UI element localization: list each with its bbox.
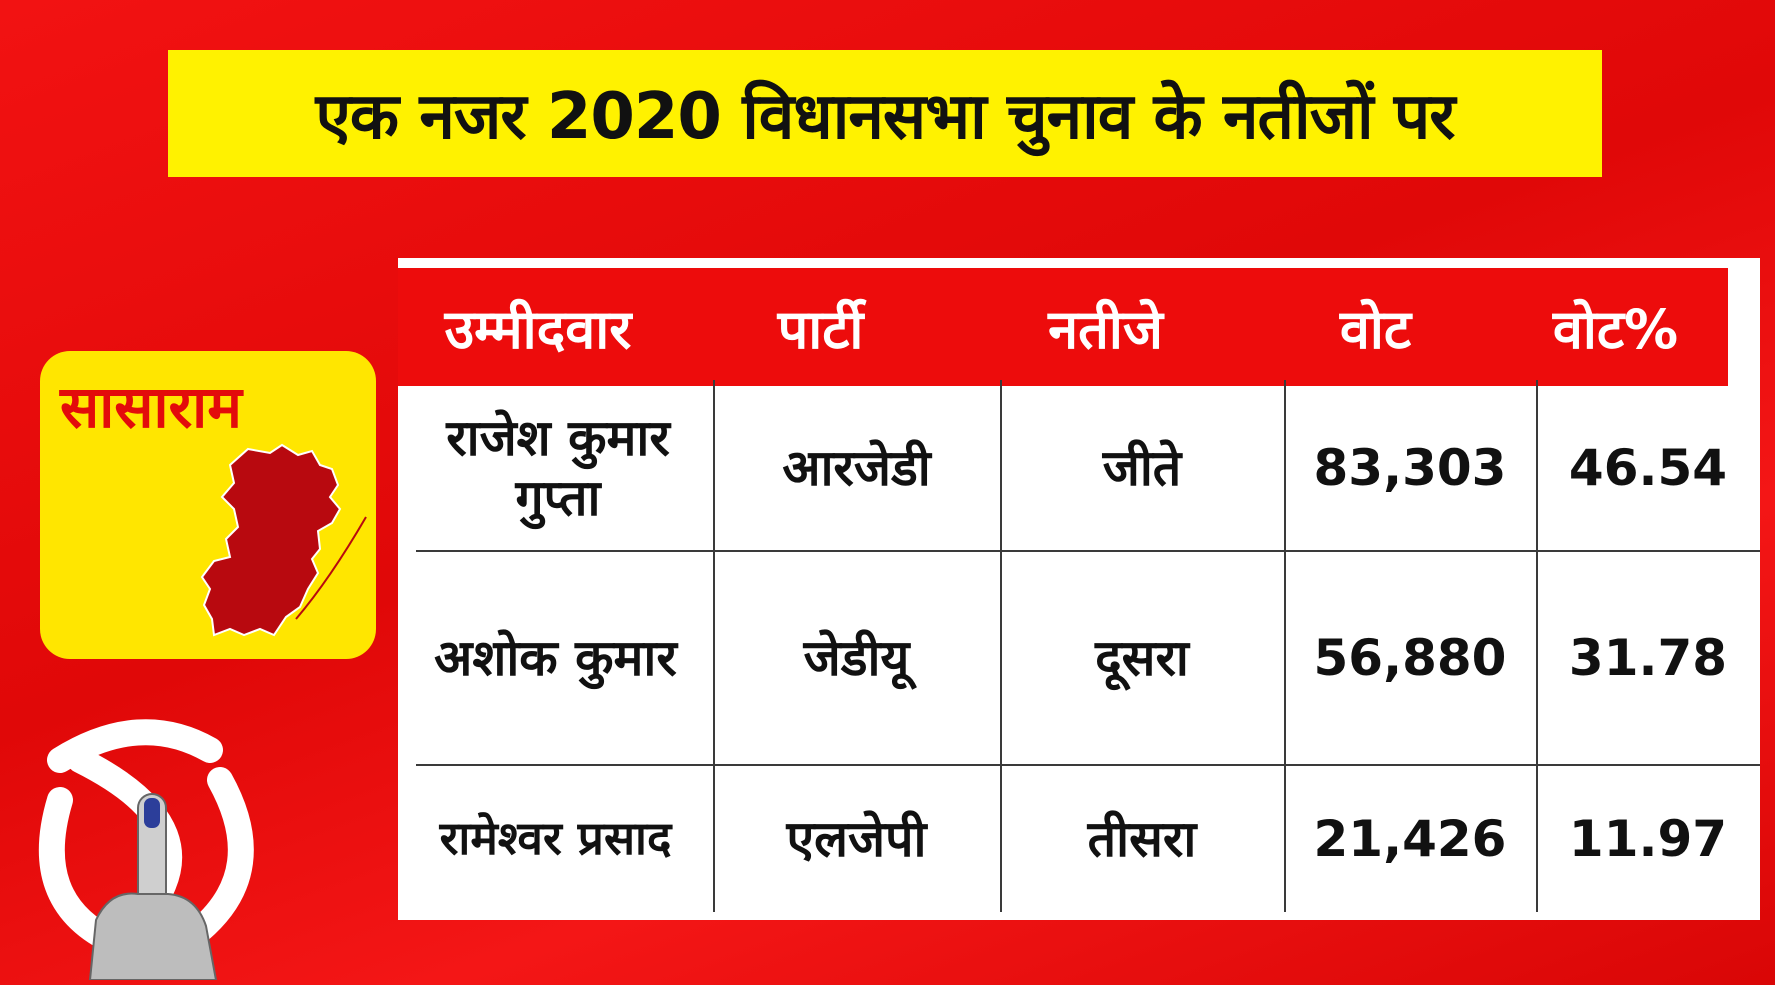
cell-party: आरजेडी xyxy=(782,439,931,497)
election-symbol-icon xyxy=(38,719,254,980)
cell-vote-percent: 46.54 xyxy=(1568,439,1728,497)
constituency-badge: सासाराम xyxy=(40,351,376,659)
header-vote-percent: वोट% xyxy=(1552,298,1679,361)
map-icon xyxy=(200,443,367,637)
voting-finger-icon xyxy=(88,793,218,980)
constituency-name: सासाराम xyxy=(60,373,242,441)
title-banner: एक नजर 2020 विधानसभा चुनाव के नतीजों पर xyxy=(168,50,1602,177)
row-divider xyxy=(416,764,1760,766)
cell-result: जीते xyxy=(1102,439,1182,497)
cell-candidate: रामेश्वर प्रसाद xyxy=(439,811,672,866)
table-row: रामेश्वर प्रसाद एलजेपी तीसरा 21,426 11.9… xyxy=(398,766,1760,912)
table-row: राजेश कुमार गुप्ता आरजेडी जीते 83,303 46… xyxy=(398,386,1760,550)
cell-party: एलजेपी xyxy=(786,810,927,868)
cell-party: जेडीयू xyxy=(803,629,910,687)
column-divider xyxy=(1284,380,1286,912)
page-title: एक नजर 2020 विधानसभा चुनाव के नतीजों पर xyxy=(315,80,1456,154)
column-divider xyxy=(1536,380,1538,912)
results-table: उम्मीदवार पार्टी नतीजे वोट वोट% राजेश कु… xyxy=(398,258,1760,920)
cell-result: तीसरा xyxy=(1087,810,1197,868)
header-result: नतीजे xyxy=(1048,298,1163,361)
header-party: पार्टी xyxy=(777,298,864,361)
cell-votes: 56,880 xyxy=(1313,629,1507,687)
cell-vote-percent: 11.97 xyxy=(1568,810,1728,868)
cell-votes: 21,426 xyxy=(1313,810,1507,868)
cell-candidate: राजेश कुमार गुप्ता xyxy=(446,409,670,527)
table-header: उम्मीदवार पार्टी नतीजे वोट वोट% xyxy=(398,268,1728,386)
cell-result: दूसरा xyxy=(1095,629,1189,687)
cell-vote-percent: 31.78 xyxy=(1568,629,1728,687)
column-divider xyxy=(713,380,715,912)
header-candidate: उम्मीदवार xyxy=(444,298,632,361)
table-row: अशोक कुमार जेडीयू दूसरा 56,880 31.78 xyxy=(398,552,1760,764)
column-divider xyxy=(1000,380,1002,912)
cell-votes: 83,303 xyxy=(1313,439,1507,497)
header-votes: वोट xyxy=(1339,298,1412,361)
row-divider xyxy=(416,550,1760,552)
cell-candidate: अशोक कुमार xyxy=(434,629,677,687)
